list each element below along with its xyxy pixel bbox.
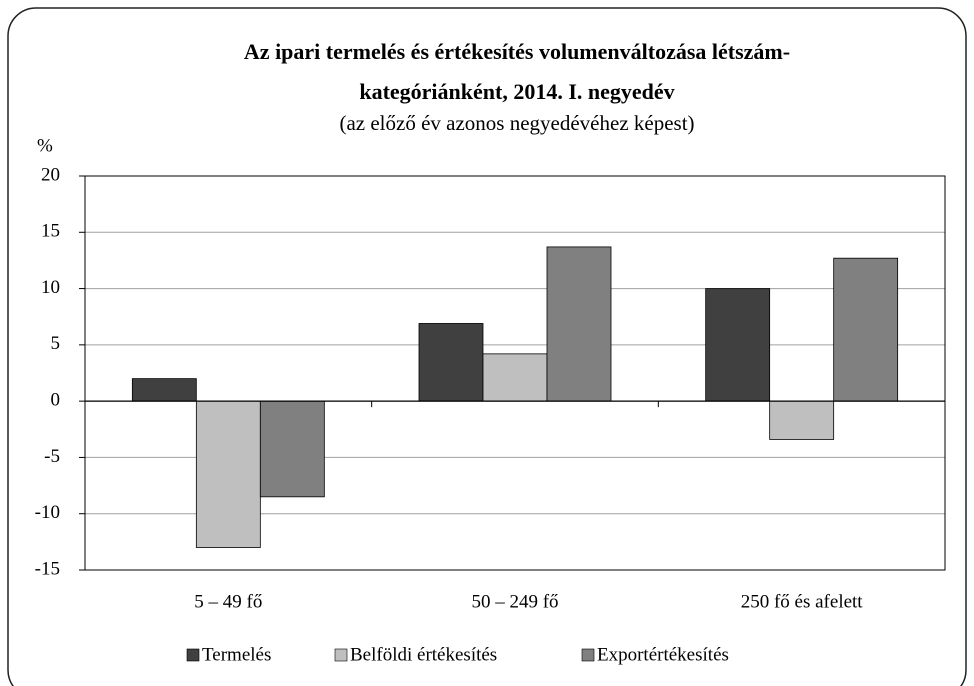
- x-tick-label: 250 fő és afelett: [741, 591, 864, 612]
- y-tick-label: 10: [41, 277, 60, 298]
- chart-subtitle: (az előző év azonos negyedévéhez képest): [339, 111, 694, 135]
- frame: [7, 7, 967, 686]
- chart-title: kategóriánként, 2014. I. negyedév: [359, 79, 674, 104]
- legend-label: Termelés: [202, 644, 271, 665]
- bar: [705, 288, 771, 402]
- bar: [769, 400, 835, 440]
- legend-swatch: [334, 648, 348, 662]
- y-axis-label: %: [37, 135, 53, 156]
- x-tick-label: 50 – 249 fő: [471, 591, 558, 612]
- legend-label: Belföldi értékesítés: [350, 644, 497, 665]
- bar: [131, 378, 197, 402]
- bar: [195, 400, 261, 548]
- bar: [546, 246, 612, 402]
- y-tick-label: 0: [51, 390, 61, 411]
- y-tick-label: 20: [41, 164, 60, 185]
- x-tick-label: 5 – 49 fő: [194, 591, 262, 612]
- legend-swatch: [581, 648, 595, 662]
- bar: [833, 257, 899, 402]
- legend-swatch: [186, 648, 200, 662]
- chart-title: Az ipari termelés és értékesítés volumen…: [244, 39, 790, 64]
- plot-border: [84, 175, 946, 571]
- y-tick-label: 5: [51, 333, 61, 354]
- bar: [418, 323, 484, 402]
- bar: [482, 353, 548, 402]
- y-tick-label: -15: [35, 558, 60, 579]
- legend-label: Exportértékesítés: [597, 644, 729, 665]
- bar: [259, 400, 325, 498]
- y-tick-label: -10: [35, 502, 60, 523]
- y-tick-label: 15: [41, 221, 60, 242]
- y-tick-label: -5: [44, 446, 60, 467]
